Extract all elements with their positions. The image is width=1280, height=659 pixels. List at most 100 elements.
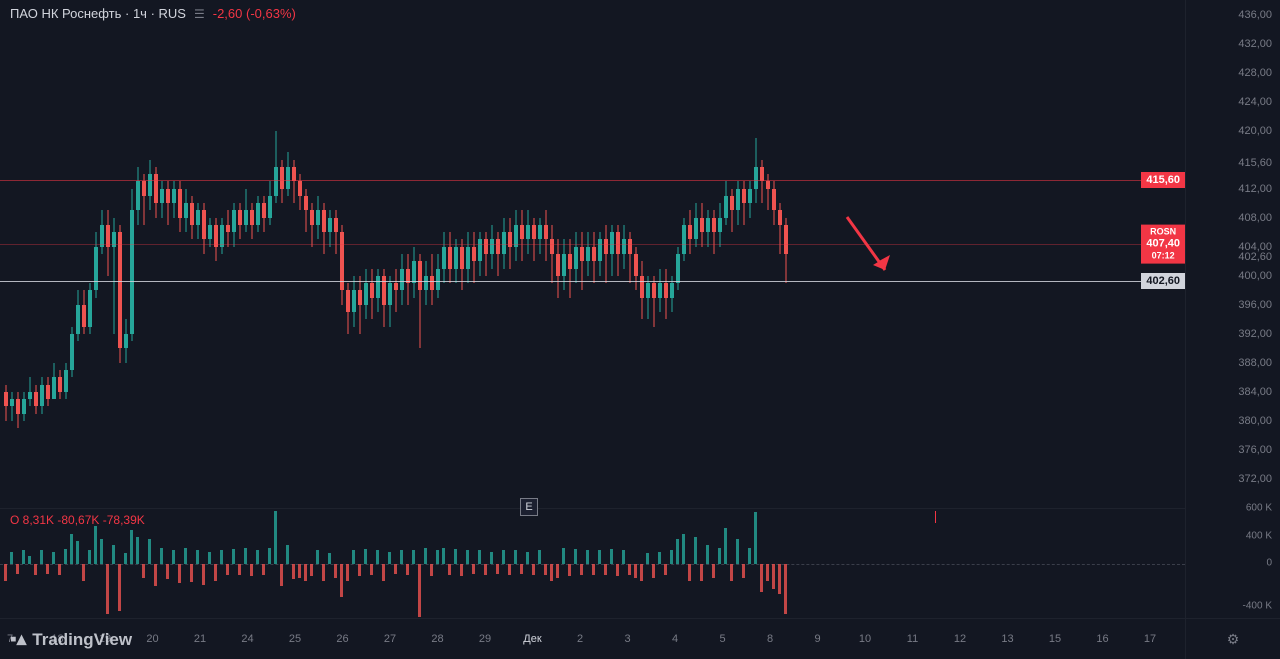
- volume-bar[interactable]: [418, 564, 421, 617]
- volume-bar[interactable]: [388, 552, 391, 564]
- volume-bar[interactable]: [628, 564, 631, 575]
- volume-bar[interactable]: [490, 552, 493, 564]
- volume-bar[interactable]: [520, 564, 523, 574]
- volume-bar[interactable]: [412, 550, 415, 564]
- volume-bar[interactable]: [694, 537, 697, 565]
- volume-bar[interactable]: [220, 550, 223, 564]
- date-axis-tick[interactable]: 26: [336, 633, 348, 645]
- volume-bar[interactable]: [784, 564, 787, 614]
- volume-bar[interactable]: [58, 564, 61, 575]
- gear-icon[interactable]: ⚙: [1227, 631, 1240, 648]
- volume-bar[interactable]: [106, 564, 109, 614]
- volume-bar[interactable]: [772, 564, 775, 589]
- date-axis-tick[interactable]: 11: [907, 633, 918, 645]
- volume-bar[interactable]: [634, 564, 637, 578]
- volume-bar[interactable]: [574, 549, 577, 564]
- volume-bar[interactable]: [118, 564, 121, 611]
- volume-bar[interactable]: [70, 534, 73, 564]
- volume-bar[interactable]: [502, 550, 505, 564]
- volume-bar[interactable]: [676, 539, 679, 564]
- volume-bar[interactable]: [298, 564, 301, 578]
- date-axis-tick[interactable]: 29: [479, 633, 491, 645]
- volume-bar[interactable]: [232, 549, 235, 564]
- volume-bar[interactable]: [4, 564, 7, 581]
- volume-bar[interactable]: [580, 564, 583, 575]
- volume-bar[interactable]: [130, 530, 133, 564]
- volume-bars-area[interactable]: [0, 509, 1185, 619]
- volume-bar[interactable]: [10, 552, 13, 564]
- resistance-price-tag[interactable]: 415,60: [1141, 172, 1185, 188]
- volume-bar[interactable]: [400, 550, 403, 564]
- date-axis-tick[interactable]: 21: [194, 633, 206, 645]
- volume-bar[interactable]: [52, 552, 55, 564]
- volume-bar[interactable]: [154, 564, 157, 586]
- volume-bar[interactable]: [22, 550, 25, 564]
- volume-bar[interactable]: [760, 564, 763, 592]
- date-axis-tick[interactable]: 10: [859, 633, 871, 645]
- volume-bar[interactable]: [100, 539, 103, 564]
- date-axis-tick[interactable]: 12: [954, 633, 966, 645]
- volume-bar[interactable]: [82, 564, 85, 581]
- volume-bar[interactable]: [478, 550, 481, 564]
- volume-bar[interactable]: [334, 564, 337, 578]
- volume-bar[interactable]: [142, 564, 145, 578]
- volume-bar[interactable]: [598, 550, 601, 564]
- volume-bar[interactable]: [646, 553, 649, 564]
- volume-bar[interactable]: [208, 552, 211, 564]
- volume-bar[interactable]: [190, 564, 193, 582]
- volume-bar[interactable]: [184, 548, 187, 565]
- symbol-legend[interactable]: ПАО НК Роснефть · 1ч · RUS ☰ -2,60 (-0,6…: [10, 6, 296, 21]
- volume-bar[interactable]: [16, 564, 19, 574]
- volume-bar[interactable]: [304, 564, 307, 581]
- volume-bar[interactable]: [196, 550, 199, 564]
- volume-bar[interactable]: [112, 545, 115, 564]
- volume-bar[interactable]: [292, 564, 295, 579]
- date-axis-tick[interactable]: 15: [1049, 633, 1061, 645]
- volume-bar[interactable]: [256, 550, 259, 564]
- volume-bar[interactable]: [226, 564, 229, 575]
- volume-chart-panel[interactable]: O 8,31K -80,67K -78,39K: [0, 508, 1185, 618]
- volume-bar[interactable]: [472, 564, 475, 574]
- volume-bar[interactable]: [658, 552, 661, 564]
- date-axis-tick[interactable]: 20: [146, 633, 158, 645]
- date-axis-tick[interactable]: 17: [1144, 633, 1156, 645]
- volume-bar[interactable]: [364, 549, 367, 564]
- volume-bar[interactable]: [340, 564, 343, 597]
- volume-bar[interactable]: [394, 564, 397, 574]
- date-axis-tick[interactable]: 3: [624, 633, 630, 645]
- volume-bar[interactable]: [424, 548, 427, 565]
- volume-bar[interactable]: [166, 564, 169, 579]
- volume-bar[interactable]: [742, 564, 745, 578]
- volume-bar[interactable]: [508, 564, 511, 575]
- volume-bar[interactable]: [382, 564, 385, 581]
- volume-bar[interactable]: [160, 548, 163, 565]
- volume-bar[interactable]: [40, 550, 43, 564]
- volume-bar[interactable]: [358, 564, 361, 576]
- volume-bar[interactable]: [724, 528, 727, 564]
- volume-bar[interactable]: [664, 564, 667, 575]
- volume-bar[interactable]: [352, 550, 355, 564]
- volume-bar[interactable]: [454, 549, 457, 564]
- volume-bar[interactable]: [202, 564, 205, 585]
- volume-bar[interactable]: [34, 564, 37, 575]
- volume-bar[interactable]: [316, 550, 319, 564]
- volume-bar[interactable]: [592, 564, 595, 575]
- chart-annotation-marker[interactable]: E: [520, 498, 538, 516]
- volume-bar[interactable]: [328, 553, 331, 564]
- volume-bar[interactable]: [250, 564, 253, 576]
- volume-bar[interactable]: [148, 539, 151, 564]
- volume-bar[interactable]: [268, 548, 271, 565]
- volume-bar[interactable]: [310, 564, 313, 576]
- legend-menu-icon[interactable]: ☰: [194, 7, 205, 21]
- volume-bar[interactable]: [460, 564, 463, 576]
- volume-bar[interactable]: [94, 526, 97, 565]
- volume-bar[interactable]: [172, 550, 175, 564]
- volume-bar[interactable]: [406, 564, 409, 575]
- date-axis-tick[interactable]: 13: [1001, 633, 1013, 645]
- date-axis-tick[interactable]: 8: [767, 633, 773, 645]
- volume-bar[interactable]: [736, 539, 739, 564]
- volume-bar[interactable]: [586, 550, 589, 564]
- volume-bar[interactable]: [688, 564, 691, 581]
- volume-bar[interactable]: [496, 564, 499, 574]
- volume-bar[interactable]: [46, 564, 49, 574]
